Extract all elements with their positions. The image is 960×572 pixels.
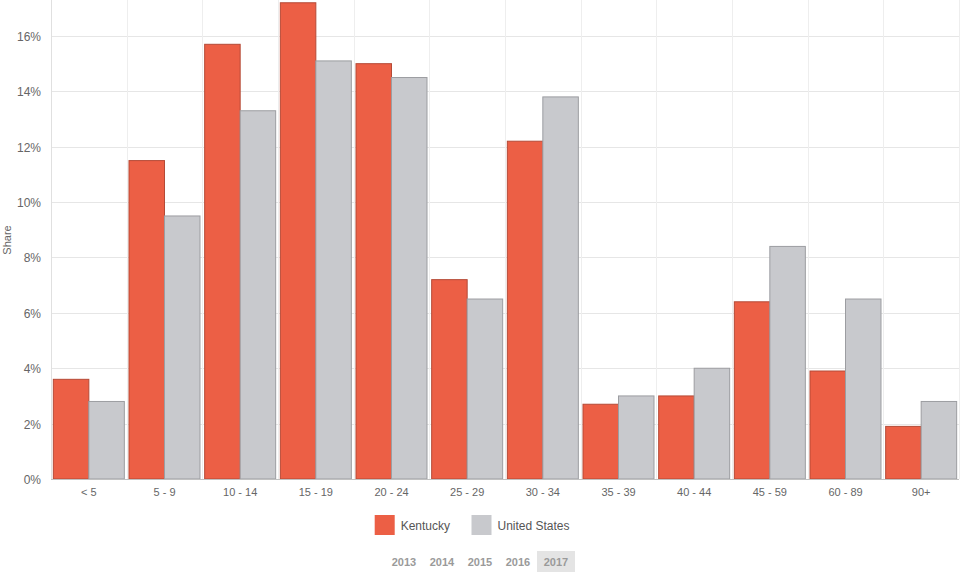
category-separator xyxy=(127,0,128,479)
y-tick-label: 12% xyxy=(17,141,41,155)
category-separator xyxy=(656,0,657,479)
year-button[interactable]: 2017 xyxy=(544,556,568,568)
legend-label: Kentucky xyxy=(401,519,450,533)
x-tick-label: 15 - 19 xyxy=(299,486,333,498)
bar xyxy=(659,396,695,479)
bar xyxy=(810,371,846,479)
bar xyxy=(734,302,770,479)
y-tick-label: 4% xyxy=(24,362,42,376)
category-separator xyxy=(51,0,52,479)
bar xyxy=(770,246,806,479)
category-separator xyxy=(202,0,203,479)
year-button[interactable]: 2014 xyxy=(430,556,455,568)
y-tick-label: 8% xyxy=(24,251,42,265)
bar xyxy=(205,44,241,479)
y-axis-line xyxy=(51,0,52,479)
year-button[interactable]: 2016 xyxy=(506,556,530,568)
y-tick-label: 16% xyxy=(17,30,41,44)
bar xyxy=(356,64,392,479)
bar xyxy=(240,111,276,479)
x-tick-label: 35 - 39 xyxy=(601,486,635,498)
bar xyxy=(846,299,882,479)
year-highlight xyxy=(537,551,575,572)
category-separator xyxy=(278,0,279,479)
category-separator xyxy=(959,0,960,479)
category-separator xyxy=(808,0,809,479)
x-tick-label: 90+ xyxy=(912,486,931,498)
bar xyxy=(53,379,88,479)
y-tick-label: 14% xyxy=(17,85,41,99)
category-separator xyxy=(354,0,355,479)
grid xyxy=(51,0,960,480)
bar xyxy=(165,216,201,479)
bar xyxy=(129,161,165,479)
x-tick-label: 30 - 34 xyxy=(526,486,560,498)
y-axis-title: Share xyxy=(1,225,13,254)
x-tick-label: 60 - 89 xyxy=(828,486,862,498)
bar xyxy=(619,396,655,479)
bar xyxy=(886,426,922,479)
bar xyxy=(507,141,543,479)
legend-swatch xyxy=(472,515,492,535)
category-separator xyxy=(429,0,430,479)
year-button[interactable]: 2013 xyxy=(392,556,416,568)
bar xyxy=(543,97,579,479)
bar xyxy=(583,404,619,479)
chart-svg: 0% 2% 4% 6% 8% 10% 12% 14% 16% Share < 5 5 - 9 10 - … xyxy=(0,0,960,572)
legend-label: United States xyxy=(498,519,570,533)
bar xyxy=(432,280,468,479)
category-separator xyxy=(505,0,506,479)
y-tick-label: 2% xyxy=(24,418,42,432)
y-tick-label: 0% xyxy=(24,473,42,487)
grid-line xyxy=(51,479,959,480)
bar xyxy=(392,78,428,479)
bar xyxy=(316,61,352,479)
bar xyxy=(89,401,125,479)
bar xyxy=(921,401,957,479)
bar xyxy=(467,299,503,479)
year-button[interactable]: 2015 xyxy=(468,556,492,568)
x-tick-label: 45 - 59 xyxy=(753,486,787,498)
category-separator xyxy=(883,0,884,479)
bar xyxy=(694,368,730,479)
bar xyxy=(280,3,316,479)
year-selector: 2013 2014 2015 2016 2017 xyxy=(392,551,575,572)
legend: Kentucky United States xyxy=(375,515,570,535)
x-tick-label: 20 - 24 xyxy=(374,486,408,498)
x-tick-label: < 5 xyxy=(81,486,97,498)
x-tick-label: 40 - 44 xyxy=(677,486,711,498)
bars xyxy=(53,3,956,479)
chart-container: 0% 2% 4% 6% 8% 10% 12% 14% 16% Share < 5 5 - 9 10 - … xyxy=(0,0,960,572)
category-separator xyxy=(581,0,582,479)
legend-swatch xyxy=(375,515,395,535)
x-tick-label: 25 - 29 xyxy=(450,486,484,498)
category-separator xyxy=(732,0,733,479)
x-tick-label: 10 - 14 xyxy=(223,486,257,498)
y-tick-label: 10% xyxy=(17,196,41,210)
x-tick-label: 5 - 9 xyxy=(153,486,175,498)
y-tick-label: 6% xyxy=(24,307,42,321)
